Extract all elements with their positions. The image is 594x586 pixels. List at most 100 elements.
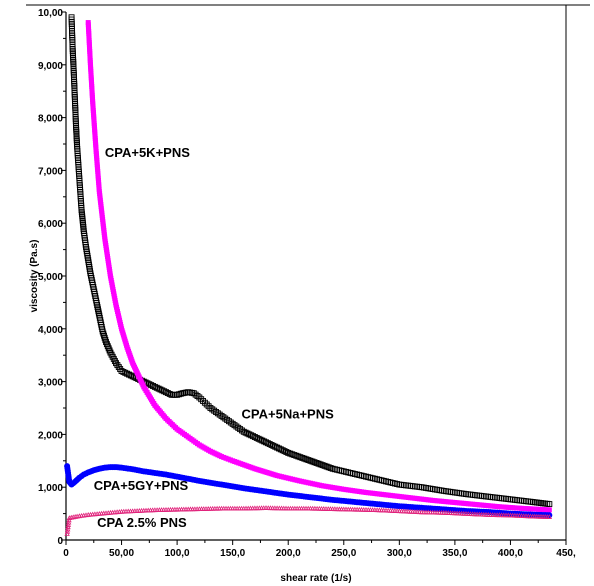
data-point [289, 451, 296, 458]
x-tick-label: 100,0 [165, 548, 190, 559]
data-point [274, 444, 281, 451]
data-point [276, 445, 282, 452]
x-tick-label: 350,0 [442, 548, 467, 559]
data-point [255, 435, 262, 442]
data-point [159, 387, 166, 394]
data-point [287, 450, 294, 457]
data-point [321, 462, 328, 469]
data-point [157, 386, 164, 393]
data-point [299, 454, 306, 461]
data-point [285, 449, 292, 456]
data-point [196, 394, 203, 401]
data-point [303, 456, 310, 463]
data-point [317, 461, 324, 468]
data-point [283, 449, 290, 455]
y-tick-label: 9,000 [38, 61, 63, 72]
data-point [146, 381, 153, 388]
data-point [263, 439, 269, 446]
data-point [297, 454, 304, 461]
data-point [250, 433, 256, 440]
data-point [174, 391, 181, 398]
data-point [277, 446, 284, 453]
y-tick-label: 0 [57, 536, 63, 547]
data-point [309, 458, 316, 465]
data-point [65, 521, 72, 527]
y-tick-label: 6,000 [38, 219, 63, 230]
x-tick-label: 450, [556, 548, 576, 559]
data-point [240, 428, 247, 435]
y-axis-title: viscosity (Pa.s) [29, 240, 40, 313]
data-point [264, 440, 271, 447]
x-axis-title: shear rate (1/s) [280, 573, 351, 584]
y-tick-label: 10,00 [38, 8, 63, 19]
data-point [268, 442, 275, 448]
x-tick-label: 0 [63, 548, 69, 559]
data-point [315, 460, 322, 467]
data-point [295, 453, 302, 460]
data-point [244, 430, 251, 437]
data-point [242, 429, 249, 436]
data-point [281, 448, 288, 455]
data-point [124, 370, 131, 377]
annotation-layer: CPA+5K+PNS CPA+5Na+PNS CPA+5GY+PNS CPA 2.5%… [94, 145, 334, 530]
data-point [161, 388, 168, 395]
data-point [325, 464, 332, 471]
data-point [307, 457, 314, 464]
data-point [126, 371, 132, 378]
data-point [259, 437, 266, 444]
series-1 [85, 20, 552, 513]
series-annotation: CPA+5GY+PNS [94, 478, 189, 493]
data-point [120, 368, 127, 375]
data-point [270, 442, 277, 449]
series-annotation: CPA+5K+PNS [105, 145, 190, 160]
x-tick-label: 50,00 [109, 548, 134, 559]
y-tick-label: 3,000 [38, 378, 63, 389]
data-point [261, 438, 268, 445]
data-point [64, 528, 71, 534]
data-point [251, 434, 258, 440]
data-point [177, 390, 184, 397]
data-point [176, 391, 182, 398]
data-point [151, 383, 158, 390]
x-axis: 0 50,00 100,0 150,0 200,0 250,0 300,0 350,0 400,… [63, 540, 576, 559]
data-point [246, 431, 253, 438]
data-point [293, 452, 300, 459]
data-point [313, 460, 320, 466]
data-point [65, 524, 71, 530]
data-point [205, 403, 212, 410]
y-tick-label: 1,000 [38, 483, 63, 494]
y-tick-label: 2,000 [38, 430, 63, 441]
data-point [248, 432, 255, 439]
x-tick-label: 300,0 [387, 548, 412, 559]
x-tick-label: 200,0 [276, 548, 301, 559]
x-tick-label: 250,0 [331, 548, 356, 559]
data-point [311, 459, 318, 466]
x-tick-label: 150,0 [220, 548, 245, 559]
data-point [64, 531, 70, 536]
data-point [203, 401, 210, 408]
data-point [291, 452, 298, 458]
x-tick-label: 400,0 [498, 548, 523, 559]
data-point [546, 514, 553, 519]
y-tick-label: 7,000 [38, 166, 63, 177]
data-point [194, 393, 201, 399]
series-0 [68, 14, 553, 508]
data-point [319, 462, 326, 469]
data-point [253, 434, 260, 441]
data-point [66, 519, 72, 525]
data-point [155, 385, 162, 392]
data-point [327, 465, 334, 471]
y-tick-label: 8,000 [38, 114, 63, 125]
data-point [198, 396, 205, 403]
data-point [66, 517, 72, 523]
data-point [257, 436, 264, 443]
data-point [166, 390, 173, 397]
data-point [164, 390, 171, 396]
data-point [201, 399, 208, 406]
data-point [153, 384, 160, 391]
data-point [129, 373, 136, 380]
series-3 [64, 505, 553, 536]
data-point [272, 443, 279, 450]
data-point [266, 441, 273, 448]
